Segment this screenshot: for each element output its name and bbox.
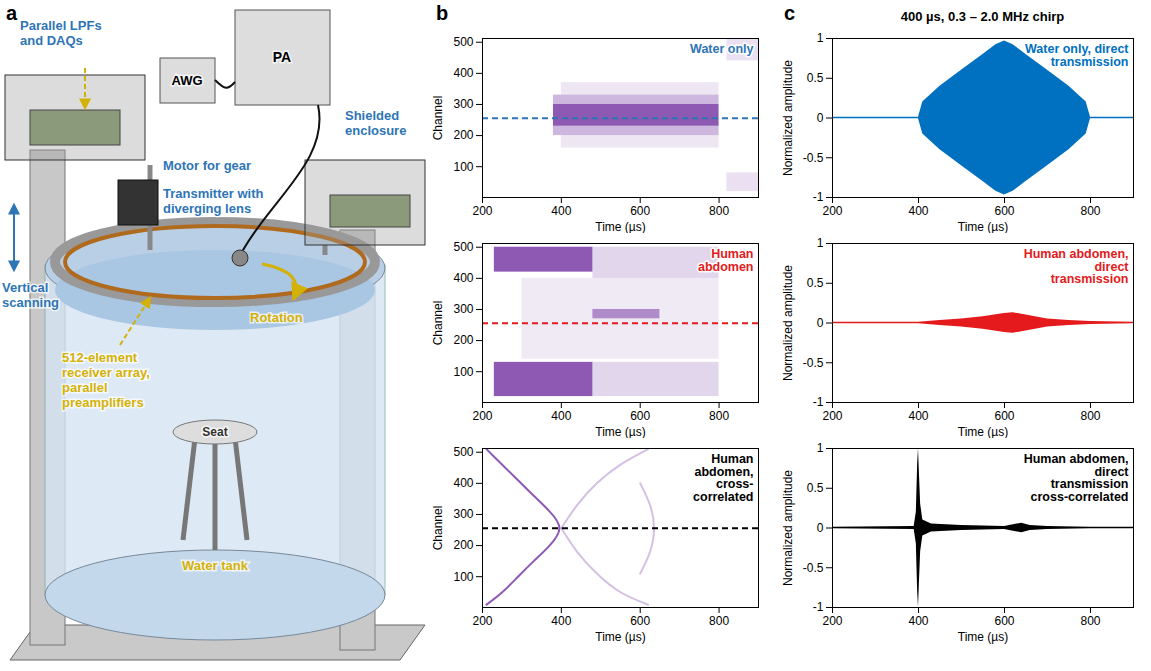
svg-text:600: 600 (630, 614, 650, 628)
svg-text:Time (µs): Time (µs) (595, 220, 645, 234)
svg-text:Channel: Channel (431, 301, 445, 346)
svg-text:0.5: 0.5 (807, 481, 824, 495)
svg-text:800: 800 (1080, 614, 1100, 628)
svg-text:100: 100 (453, 570, 473, 584)
svg-text:Normalized amplitude: Normalized amplitude (781, 470, 795, 586)
svg-text:Verticalscanning: Verticalscanning (2, 280, 59, 310)
svg-text:800: 800 (1080, 409, 1100, 423)
svg-text:200: 200 (822, 204, 842, 218)
svg-text:200: 200 (453, 538, 473, 552)
svg-text:800: 800 (1080, 204, 1100, 218)
svg-text:Human abdomen,directtransmissi: Human abdomen,directtransmissioncross-co… (1024, 452, 1130, 504)
svg-text:Parallel LPFsand DAQs: Parallel LPFsand DAQs (20, 18, 102, 48)
svg-text:600: 600 (994, 614, 1014, 628)
svg-text:Water only: Water only (690, 42, 753, 56)
svg-text:Water tank: Water tank (182, 558, 249, 573)
svg-text:800: 800 (709, 409, 729, 423)
svg-text:200: 200 (472, 409, 492, 423)
svg-text:AWG: AWG (171, 73, 202, 88)
svg-text:-0.5: -0.5 (803, 561, 824, 575)
svg-text:500: 500 (453, 445, 473, 459)
svg-text:0: 0 (817, 521, 824, 535)
svg-text:1: 1 (817, 31, 824, 45)
svg-text:Channel: Channel (431, 506, 445, 551)
svg-text:400: 400 (551, 204, 571, 218)
html-text:b: b (436, 2, 449, 24)
svg-text:Channel: Channel (431, 96, 445, 141)
svg-text:400: 400 (908, 204, 928, 218)
svg-text:400: 400 (453, 66, 473, 80)
html-text:400 µs, 0.3 – 2.0 MHz chirp: 400 µs, 0.3 – 2.0 MHz chirp (900, 9, 1065, 24)
svg-text:Transmitter withdiverging lens: Transmitter withdiverging lens (163, 186, 263, 216)
svg-text:0: 0 (817, 316, 824, 330)
svg-text:0.5: 0.5 (807, 71, 824, 85)
html-text:a: a (6, 2, 18, 24)
svg-text:PA: PA (273, 49, 291, 65)
svg-text:-1: -1 (813, 395, 824, 409)
svg-text:1: 1 (817, 441, 824, 455)
svg-text:Human abdomen,directtransmissi: Human abdomen,directtransmission (1024, 247, 1130, 286)
svg-text:800: 800 (709, 614, 729, 628)
svg-text:600: 600 (994, 409, 1014, 423)
svg-text:200: 200 (472, 204, 492, 218)
svg-text:Rotation: Rotation (250, 310, 303, 325)
svg-text:200: 200 (453, 333, 473, 347)
svg-text:Time (µs): Time (µs) (958, 630, 1008, 644)
svg-text:Humanabdomen,cross-correlated: Humanabdomen,cross-correlated (693, 452, 753, 504)
svg-text:400: 400 (908, 409, 928, 423)
svg-text:Normalized amplitude: Normalized amplitude (781, 265, 795, 381)
svg-text:200: 200 (822, 614, 842, 628)
svg-text:Seat: Seat (202, 425, 227, 439)
svg-text:500: 500 (453, 240, 473, 254)
svg-text:Humanabdomen: Humanabdomen (698, 247, 754, 274)
svg-text:100: 100 (453, 365, 473, 379)
svg-text:Time (µs): Time (µs) (958, 220, 1008, 234)
svg-text:Time (µs): Time (µs) (595, 630, 645, 644)
html-text:c: c (784, 2, 796, 24)
svg-text:600: 600 (630, 204, 650, 218)
svg-text:400: 400 (453, 476, 473, 490)
svg-text:Time (µs): Time (µs) (595, 425, 645, 439)
svg-text:300: 300 (453, 302, 473, 316)
svg-text:Normalized amplitude: Normalized amplitude (781, 60, 795, 176)
svg-text:0: 0 (817, 111, 824, 125)
svg-text:100: 100 (453, 160, 473, 174)
svg-text:200: 200 (822, 409, 842, 423)
svg-text:400: 400 (908, 614, 928, 628)
svg-text:512-elementreceiver array,para: 512-elementreceiver array,parallelpreamp… (62, 350, 150, 410)
svg-text:300: 300 (453, 507, 473, 521)
svg-text:400: 400 (551, 409, 571, 423)
svg-text:Motor for gear: Motor for gear (163, 158, 251, 173)
svg-text:600: 600 (630, 409, 650, 423)
svg-text:-0.5: -0.5 (803, 151, 824, 165)
svg-text:400: 400 (453, 271, 473, 285)
svg-text:-1: -1 (813, 190, 824, 204)
svg-text:600: 600 (994, 204, 1014, 218)
svg-text:1: 1 (817, 236, 824, 250)
svg-text:200: 200 (472, 614, 492, 628)
svg-text:Shieldedenclosure: Shieldedenclosure (345, 108, 406, 138)
svg-text:0.5: 0.5 (807, 276, 824, 290)
svg-text:Water only, directtransmission: Water only, directtransmission (1025, 42, 1129, 69)
svg-text:400: 400 (551, 614, 571, 628)
svg-text:500: 500 (453, 35, 473, 49)
svg-text:300: 300 (453, 97, 473, 111)
svg-text:800: 800 (709, 204, 729, 218)
svg-text:Time (µs): Time (µs) (958, 425, 1008, 439)
svg-text:-1: -1 (813, 600, 824, 614)
svg-text:-0.5: -0.5 (803, 356, 824, 370)
svg-text:200: 200 (453, 128, 473, 142)
